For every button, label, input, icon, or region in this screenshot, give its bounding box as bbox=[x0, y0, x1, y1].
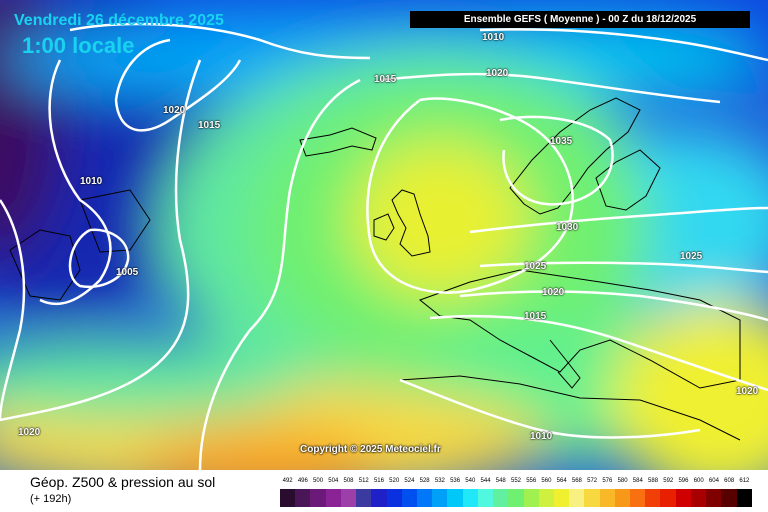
legend-tick-label: 608 bbox=[724, 478, 735, 484]
legend-swatch bbox=[660, 489, 676, 507]
isobar-label: 1015 bbox=[524, 311, 547, 322]
legend-swatch bbox=[721, 489, 737, 507]
legend-swatch bbox=[538, 489, 554, 507]
legend-tick-label: 540 bbox=[465, 478, 476, 484]
isobar-label: 1020 bbox=[542, 287, 565, 298]
legend-tick-label: 604 bbox=[708, 478, 719, 484]
legend-tick-label: 520 bbox=[389, 478, 400, 484]
coastlines bbox=[9, 97, 741, 441]
legend-tick-label: 512 bbox=[358, 478, 369, 484]
legend-tick-label: 564 bbox=[556, 478, 567, 484]
legend-swatch bbox=[508, 489, 524, 507]
legend-tick-label: 592 bbox=[663, 478, 674, 484]
legend-tick-label: 556 bbox=[526, 478, 537, 484]
forecast-date: Vendredi 26 décembre 2025 bbox=[14, 12, 224, 29]
legend-swatch bbox=[736, 489, 752, 507]
isobar-label: 1015 bbox=[374, 74, 397, 85]
isobar-label: 1010 bbox=[530, 431, 553, 442]
isobar-label: 1010 bbox=[482, 32, 505, 43]
isobar-label: 1035 bbox=[550, 136, 573, 147]
legend-tick-label: 504 bbox=[328, 478, 339, 484]
legend-swatch bbox=[584, 489, 600, 507]
legend-swatch bbox=[690, 489, 707, 507]
field-title: Géop. Z500 & pression au sol bbox=[30, 474, 216, 490]
legend-swatch bbox=[386, 489, 402, 507]
copyright-notice: Copyright © 2025 Meteociel.fr bbox=[300, 444, 441, 455]
legend-swatch bbox=[401, 489, 417, 507]
legend-tick-label: 508 bbox=[343, 478, 354, 484]
legend-tick-label: 516 bbox=[373, 478, 384, 484]
isobar-label: 1005 bbox=[116, 267, 139, 278]
isobar-label: 1020 bbox=[736, 386, 759, 397]
legend-swatch bbox=[371, 489, 387, 507]
legend-swatch bbox=[325, 489, 341, 507]
isobar-label: 1030 bbox=[556, 222, 579, 233]
legend-tick-label: 576 bbox=[602, 478, 613, 484]
forecast-time: 1:00 locale bbox=[22, 33, 135, 58]
legend-swatch bbox=[477, 489, 494, 507]
legend-swatch bbox=[630, 489, 646, 507]
weather-map: 1010 1020 1015 1020 1015 1010 1035 1005 … bbox=[0, 0, 768, 470]
legend-swatch bbox=[569, 489, 585, 507]
legend-swatch bbox=[295, 489, 311, 507]
legend-tick-label: 568 bbox=[571, 478, 582, 484]
isobar-label: 1025 bbox=[680, 251, 703, 262]
legend-tick-label: 492 bbox=[282, 478, 293, 484]
legend-tick-label: 528 bbox=[419, 478, 430, 484]
geopotential-map bbox=[0, 0, 768, 470]
legend-tick-label: 584 bbox=[632, 478, 643, 484]
legend-swatch bbox=[645, 489, 661, 507]
legend-swatch bbox=[310, 489, 326, 507]
isobar-label: 1010 bbox=[80, 176, 103, 187]
legend-tick-label: 600 bbox=[693, 478, 704, 484]
legend-swatch bbox=[447, 489, 463, 507]
legend-tick-label: 552 bbox=[510, 478, 522, 484]
isobar-label: 1020 bbox=[163, 105, 186, 116]
legend-tick-label: 548 bbox=[495, 478, 506, 484]
legend-swatch bbox=[462, 489, 478, 507]
legend-swatch bbox=[356, 489, 372, 507]
legend-swatch bbox=[280, 489, 296, 507]
isobar-label: 1020 bbox=[486, 68, 509, 79]
legend-swatch bbox=[340, 489, 357, 507]
legend-tick-label: 544 bbox=[480, 478, 491, 484]
legend-swatch bbox=[675, 489, 691, 507]
legend-color-scale bbox=[280, 489, 752, 507]
isobars bbox=[0, 22, 768, 470]
legend-swatch bbox=[493, 489, 509, 507]
legend-tick-label: 580 bbox=[617, 478, 628, 484]
legend-swatch bbox=[432, 489, 448, 507]
legend-tick-label: 560 bbox=[541, 478, 552, 484]
legend-tick-label: 572 bbox=[587, 478, 598, 484]
legend-swatch bbox=[553, 489, 570, 507]
legend-tick-label: 596 bbox=[678, 478, 689, 484]
run-info: Ensemble GEFS ( Moyenne ) - 00 Z du 18/1… bbox=[410, 11, 750, 28]
legend-swatch bbox=[706, 489, 722, 507]
isobar-label: 1020 bbox=[18, 427, 41, 438]
legend-tick-label: 588 bbox=[648, 478, 659, 484]
legend-tick-label: 524 bbox=[404, 478, 415, 484]
lead-time: (+ 192h) bbox=[30, 493, 72, 505]
isobar-label: 1015 bbox=[198, 120, 221, 131]
isobar-label: 1025 bbox=[524, 261, 547, 272]
legend-swatch bbox=[614, 489, 631, 507]
legend-tick-label: 536 bbox=[450, 478, 461, 484]
legend-tick-label: 496 bbox=[297, 478, 308, 484]
legend-swatch bbox=[416, 489, 433, 507]
legend-tick-label: 500 bbox=[313, 478, 324, 484]
legend-swatch bbox=[599, 489, 615, 507]
legend-swatch bbox=[523, 489, 539, 507]
legend-tick-label: 532 bbox=[434, 478, 445, 484]
legend-tick-labels: 492 496 500 504 508 512 516 520 524 528 532 536 540 5… bbox=[280, 478, 752, 488]
legend-tick-label: 612 bbox=[739, 478, 750, 484]
